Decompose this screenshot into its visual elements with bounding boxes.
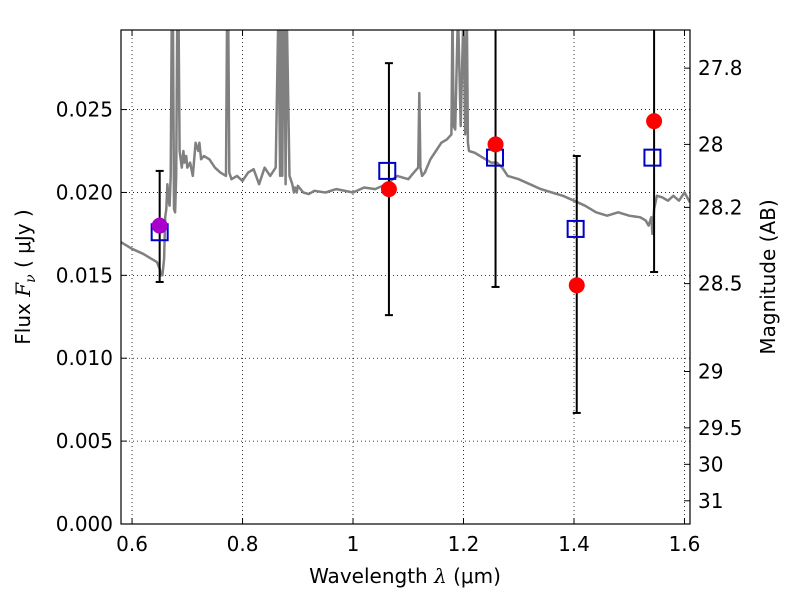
y2-tick-label: 28.5 xyxy=(698,272,743,296)
model-spectrum-line xyxy=(121,30,690,277)
y2-axis-label: Magnitude (AB) xyxy=(756,199,780,354)
ticks: 0.6 0.8 1 1.2 1.4 1.6 0.000 0.005 0.010 0.015 0.02… xyxy=(56,30,743,556)
y2-tick-label: 28.2 xyxy=(698,195,743,219)
data-layer xyxy=(121,30,690,414)
y2-tick-label: 29 xyxy=(698,359,723,383)
y2-tick-label: 31 xyxy=(698,489,723,513)
plot-frame xyxy=(120,29,691,525)
observed-point-circle xyxy=(380,181,397,198)
y2-tick-label: 28 xyxy=(698,132,723,156)
y-tick-label: 0.015 xyxy=(56,263,113,287)
y2-tick-label: 29.5 xyxy=(698,416,743,440)
observed-point-circle xyxy=(568,277,585,294)
x-tick-label: 1 xyxy=(347,532,360,556)
y-tick-label: 0.005 xyxy=(56,429,113,453)
model-point-square xyxy=(378,161,397,180)
y-axis-label: Flux Fν ( μJy ) xyxy=(11,209,39,344)
x-tick-label: 1.2 xyxy=(448,532,480,556)
observed-point-circle xyxy=(151,217,168,234)
y2-tick-label: 30 xyxy=(698,452,723,476)
x-tick-label: 1.4 xyxy=(558,532,590,556)
model-point-square xyxy=(566,219,585,238)
x-tick-label: 0.6 xyxy=(116,532,148,556)
y-tick-label: 0.020 xyxy=(56,180,113,204)
observed-point-circle xyxy=(487,136,504,153)
y2-tick-label: 27.8 xyxy=(698,56,743,80)
y-tick-label: 0.025 xyxy=(56,98,113,122)
model-point-square xyxy=(643,148,662,167)
x-tick-label: 1.6 xyxy=(669,532,701,556)
observed-point-circle xyxy=(646,113,663,130)
y-tick-label: 0.010 xyxy=(56,346,113,370)
y-tick-label: 0.000 xyxy=(56,512,113,536)
x-axis-label: Wavelength λ (μm) xyxy=(309,564,501,588)
plot-area xyxy=(121,30,690,524)
x-tick-label: 0.8 xyxy=(227,532,259,556)
